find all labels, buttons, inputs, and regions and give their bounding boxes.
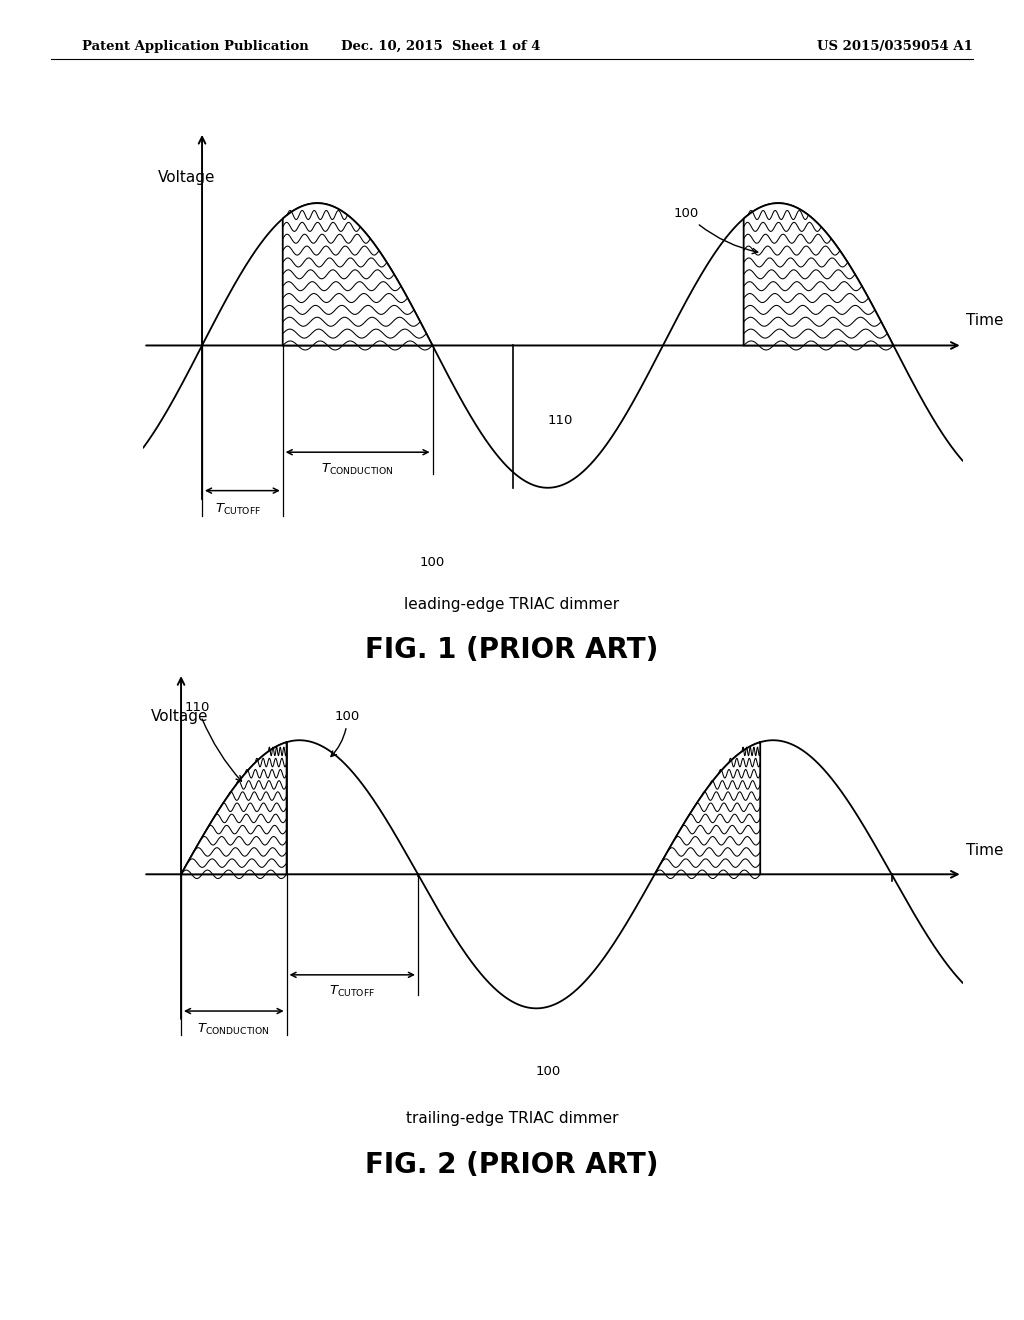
Text: 100: 100	[331, 710, 360, 756]
Text: leading-edge TRIAC dimmer: leading-edge TRIAC dimmer	[404, 597, 620, 611]
Text: 100: 100	[420, 556, 445, 569]
Polygon shape	[654, 742, 760, 874]
Text: $T_{\mathsf{CUTOFF}}$: $T_{\mathsf{CUTOFF}}$	[215, 502, 261, 517]
Text: Dec. 10, 2015  Sheet 1 of 4: Dec. 10, 2015 Sheet 1 of 4	[341, 40, 540, 53]
Text: Voltage: Voltage	[151, 709, 209, 725]
Text: FIG. 1 (PRIOR ART): FIG. 1 (PRIOR ART)	[366, 636, 658, 664]
Text: $T_{\mathsf{CONDUCTION}}$: $T_{\mathsf{CONDUCTION}}$	[198, 1022, 270, 1038]
Text: FIG. 2 (PRIOR ART): FIG. 2 (PRIOR ART)	[366, 1151, 658, 1179]
Text: 100: 100	[674, 207, 758, 253]
Text: Voltage: Voltage	[158, 170, 215, 185]
Text: Time: Time	[967, 313, 1004, 329]
Text: 110: 110	[548, 413, 573, 426]
Polygon shape	[283, 203, 432, 346]
Text: 110: 110	[184, 701, 242, 781]
Polygon shape	[743, 203, 893, 346]
Text: Patent Application Publication: Patent Application Publication	[82, 40, 308, 53]
Text: Time: Time	[967, 843, 1004, 858]
Text: 100: 100	[536, 1065, 561, 1078]
Text: trailing-edge TRIAC dimmer: trailing-edge TRIAC dimmer	[406, 1111, 618, 1126]
Text: $T_{\mathsf{CUTOFF}}$: $T_{\mathsf{CUTOFF}}$	[329, 985, 376, 999]
Text: $T_{\mathsf{CONDUCTION}}$: $T_{\mathsf{CONDUCTION}}$	[322, 462, 394, 478]
Text: US 2015/0359054 A1: US 2015/0359054 A1	[817, 40, 973, 53]
Polygon shape	[181, 742, 287, 874]
